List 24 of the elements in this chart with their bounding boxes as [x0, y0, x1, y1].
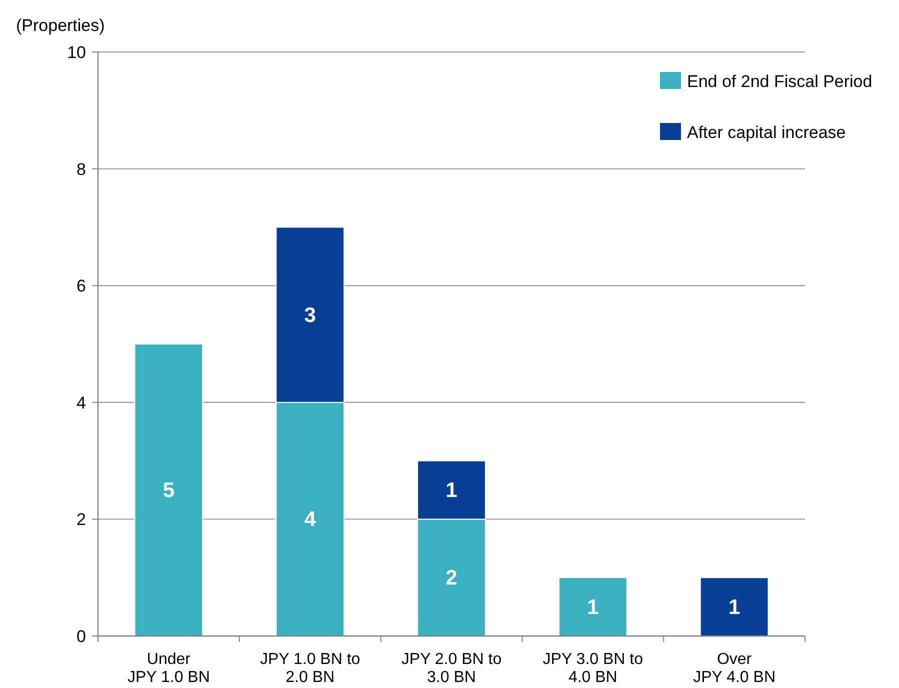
x-tick-label: Over JPY 4.0 BN — [693, 651, 776, 686]
data-label: 4 — [304, 508, 316, 532]
y-tick-label: 8 — [76, 160, 86, 179]
y-axis-title: (Properties) — [16, 16, 105, 35]
y-tick-label: 6 — [76, 276, 86, 296]
bar — [558, 577, 628, 636]
x-tick-label: JPY 2.0 BN to 3.0 BN — [401, 651, 502, 686]
y-tick-label: 0 — [76, 627, 86, 646]
x-tick-label: JPY 3.0 BN to 4.0 BN — [542, 651, 644, 686]
data-label: 1 — [446, 479, 458, 502]
legend-label: End of 2nd Fiscal Period — [687, 72, 872, 91]
data-label: 3 — [304, 304, 316, 327]
bar — [700, 577, 769, 636]
data-label: 2 — [446, 566, 458, 590]
data-label: 5 — [162, 479, 175, 502]
legend-label: After capital increase — [687, 123, 846, 142]
y-tick-label: 2 — [76, 510, 86, 530]
bar — [134, 344, 204, 636]
y-tick-label: 4 — [76, 393, 86, 412]
data-label: 1 — [587, 596, 600, 619]
data-label: 1 — [728, 596, 740, 619]
y-tick-label: 10 — [67, 43, 86, 62]
x-tick-label: Under JPY 1.0 BN — [127, 651, 210, 686]
x-tick-label: JPY 1.0 BN to 2.0 BN — [260, 651, 360, 686]
